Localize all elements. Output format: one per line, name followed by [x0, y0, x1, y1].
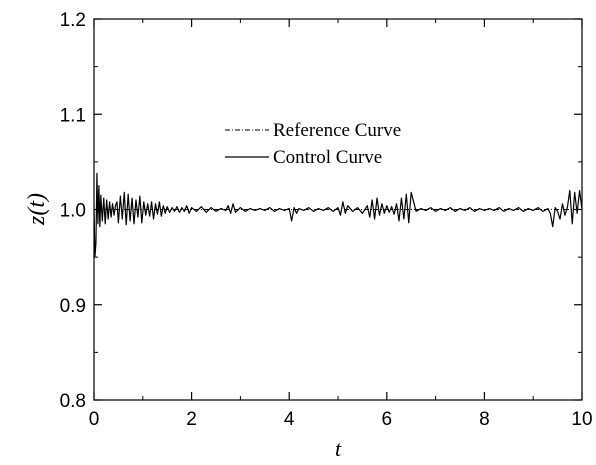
series-control-curve [94, 172, 582, 257]
legend-label-reference: Reference Curve [273, 120, 401, 141]
legend: Reference Curve Control Curve [225, 120, 401, 168]
y-tick-label: 1.2 [60, 10, 86, 31]
legend-label-control: Control Curve [273, 147, 382, 168]
x-tick-label: 8 [479, 409, 490, 430]
x-tick-label: 2 [186, 409, 197, 430]
y-tick-label: 0.9 [60, 296, 86, 317]
y-tick-label: 1.0 [60, 201, 86, 222]
y-axis-label: z(t) [24, 193, 50, 226]
x-axis-label: t [335, 436, 342, 461]
x-tick-label: 0 [89, 409, 100, 430]
x-tick-label: 6 [382, 409, 393, 430]
x-tick-label: 10 [571, 409, 592, 430]
x-tick-label: 4 [284, 409, 295, 430]
y-tick-label: 0.8 [60, 391, 86, 412]
y-tick-label: 1.1 [60, 105, 86, 126]
